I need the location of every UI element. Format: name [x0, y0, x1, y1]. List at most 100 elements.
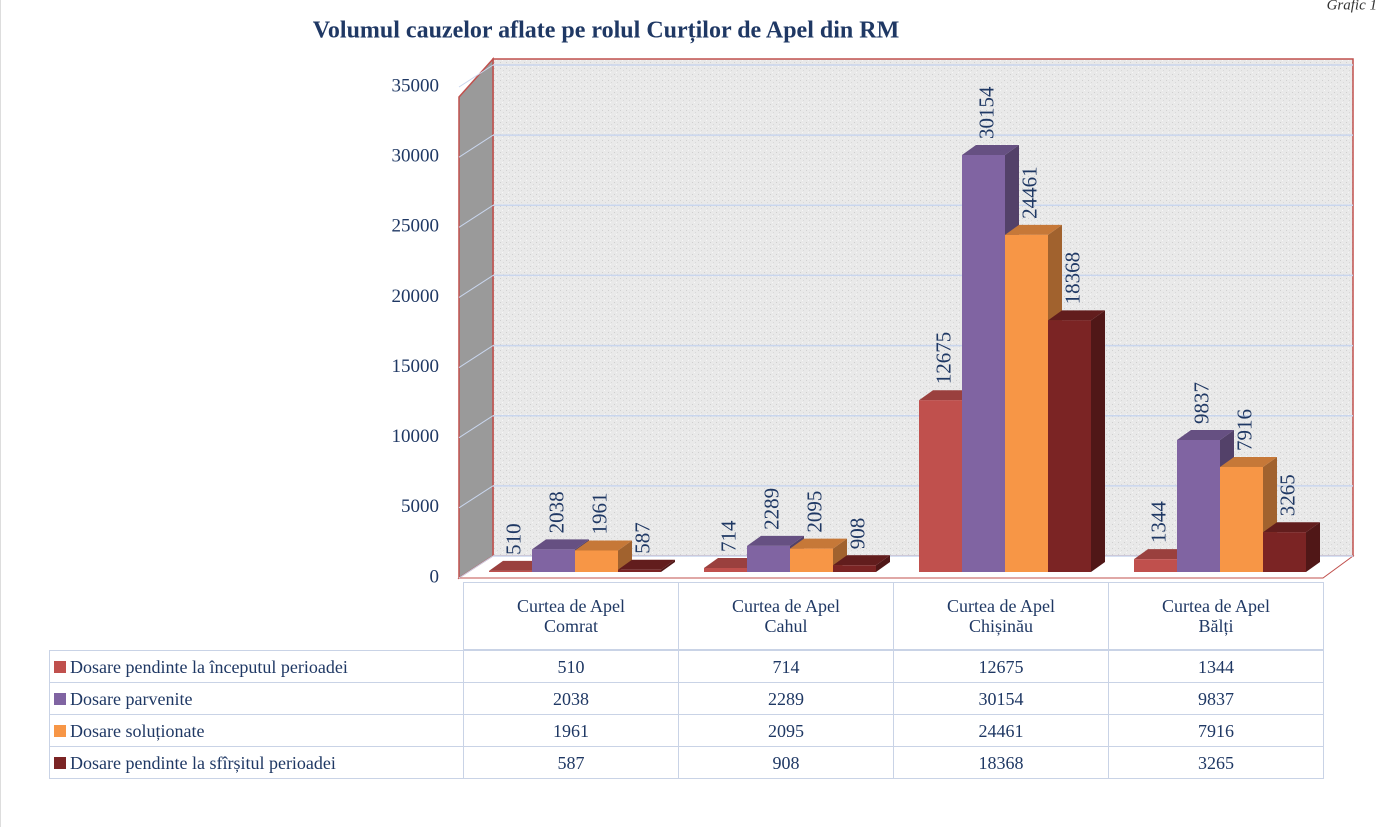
- bar-face: [1005, 224, 1062, 235]
- data-label: 1961: [587, 492, 611, 534]
- bar-face: [790, 538, 847, 549]
- data-label: 9837: [1189, 382, 1213, 424]
- grid-line-side: [458, 204, 494, 228]
- table-cell-text: 18368: [978, 752, 1024, 773]
- legend-text: Dosare pendinte la începutul perioadei: [70, 656, 348, 677]
- table-cell-text: 2038: [553, 688, 589, 709]
- table-cell: 3265: [1108, 746, 1324, 779]
- data-label: 18368: [1060, 252, 1084, 305]
- legend-text: Dosare pendinte la sfîrșitul perioadei: [70, 752, 336, 773]
- bar-face: [575, 540, 632, 551]
- table-cell-text: 3265: [1198, 752, 1234, 773]
- bar-face: [1220, 466, 1263, 572]
- category-label-text: Curtea de Apel Comrat: [517, 596, 625, 636]
- table-cell-text: 30154: [978, 688, 1024, 709]
- table-cell-text: 24461: [978, 720, 1024, 741]
- bar-face: [962, 154, 1005, 572]
- bar-face: [661, 559, 675, 572]
- table-cell: 12675: [893, 650, 1109, 683]
- bar: [1134, 549, 1191, 572]
- y-tick-label: 30000: [392, 146, 440, 167]
- grid-line-side: [458, 134, 494, 158]
- data-label: 7916: [1232, 409, 1256, 451]
- bar-face: [532, 549, 575, 572]
- data-label: 908: [845, 518, 869, 550]
- bar-face: [532, 539, 589, 550]
- data-label: 1344: [1146, 501, 1170, 544]
- table-cell: 908: [678, 746, 894, 779]
- bar-face: [618, 569, 661, 572]
- bar-face: [489, 560, 546, 571]
- table-cell: 2289: [678, 682, 894, 715]
- grid-line-side: [458, 275, 494, 298]
- table-cell-text: 2289: [768, 688, 804, 709]
- table-cell: 30154: [893, 682, 1109, 715]
- bar-face: [1048, 320, 1091, 572]
- legend-entry: Dosare pendinte la sfîrșitul perioadei: [49, 746, 464, 779]
- table-cell-text: 9837: [1198, 688, 1234, 709]
- table-cell: 2095: [678, 714, 894, 747]
- bar-face: [833, 555, 890, 566]
- bar-face: [575, 550, 618, 572]
- table-cell-text: 1344: [1198, 656, 1234, 677]
- bar-face: [833, 565, 876, 572]
- bar: [747, 535, 804, 572]
- category-label: Curtea de Apel Bălți: [1108, 582, 1324, 650]
- table-cell-text: 7916: [1198, 720, 1234, 741]
- y-tick-label: 25000: [392, 216, 440, 237]
- legend-swatch: [54, 756, 66, 769]
- bar-face: [704, 567, 747, 572]
- data-label: 510: [501, 523, 525, 555]
- y-tick-label: 15000: [392, 356, 440, 377]
- y-tick-label: 35000: [392, 75, 440, 96]
- bar-face: [1177, 440, 1220, 572]
- bar-face: [1091, 310, 1105, 572]
- bar-face: [962, 144, 1019, 155]
- legend-text: Dosare parvenite: [70, 688, 193, 709]
- bar-face: [919, 390, 976, 401]
- legend-swatch: [54, 660, 66, 673]
- data-label: 30154: [974, 86, 998, 139]
- legend-entry: Dosare pendinte la începutul perioadei: [49, 650, 464, 683]
- data-label: 12675: [931, 332, 955, 385]
- table-cell: 9837: [1108, 682, 1324, 715]
- category-label-text: Curtea de Apel Chișinău: [947, 596, 1055, 636]
- bar-face: [1048, 310, 1105, 321]
- table-cell-text: 1961: [553, 720, 589, 741]
- chart-title: Volumul cauzelor aflate pe rolul Curțilo…: [313, 18, 899, 44]
- bar: [1263, 522, 1320, 572]
- y-tick-label: 20000: [392, 286, 440, 307]
- table-cell: 510: [463, 650, 679, 683]
- table-cell: 7916: [1108, 714, 1324, 747]
- bar-face: [919, 400, 962, 572]
- bar-face: [1134, 549, 1191, 560]
- category-label-text: Curtea de Apel Cahul: [732, 596, 840, 636]
- bar-face: [489, 570, 532, 572]
- bar-face: [747, 535, 804, 546]
- bar-face: [1263, 532, 1306, 572]
- legend-text: Dosare soluționate: [70, 720, 205, 741]
- y-tick-label: 10000: [392, 426, 440, 447]
- bar: [618, 559, 675, 572]
- data-label: 714: [716, 520, 740, 552]
- data-label: 2095: [802, 491, 826, 533]
- bar-face: [1263, 522, 1320, 533]
- y-tick-label: 5000: [401, 496, 439, 517]
- legend-entry: Dosare parvenite: [49, 682, 464, 715]
- legend-entry: Dosare soluționate: [49, 714, 464, 747]
- bar: [1048, 310, 1105, 572]
- data-label: 24461: [1017, 166, 1041, 219]
- table-cell: 24461: [893, 714, 1109, 747]
- table-cell: 2038: [463, 682, 679, 715]
- category-label-text: Curtea de Apel Bălți: [1162, 596, 1270, 636]
- table-cell: 1961: [463, 714, 679, 747]
- bar-face: [1177, 430, 1234, 441]
- bar: [833, 555, 890, 572]
- bar-face: [747, 545, 790, 572]
- bar-face: [704, 557, 761, 568]
- grid-line-side: [458, 415, 494, 439]
- table-cell-text: 587: [557, 752, 585, 773]
- category-label: Curtea de Apel Comrat: [463, 582, 679, 650]
- bar: [1005, 224, 1062, 572]
